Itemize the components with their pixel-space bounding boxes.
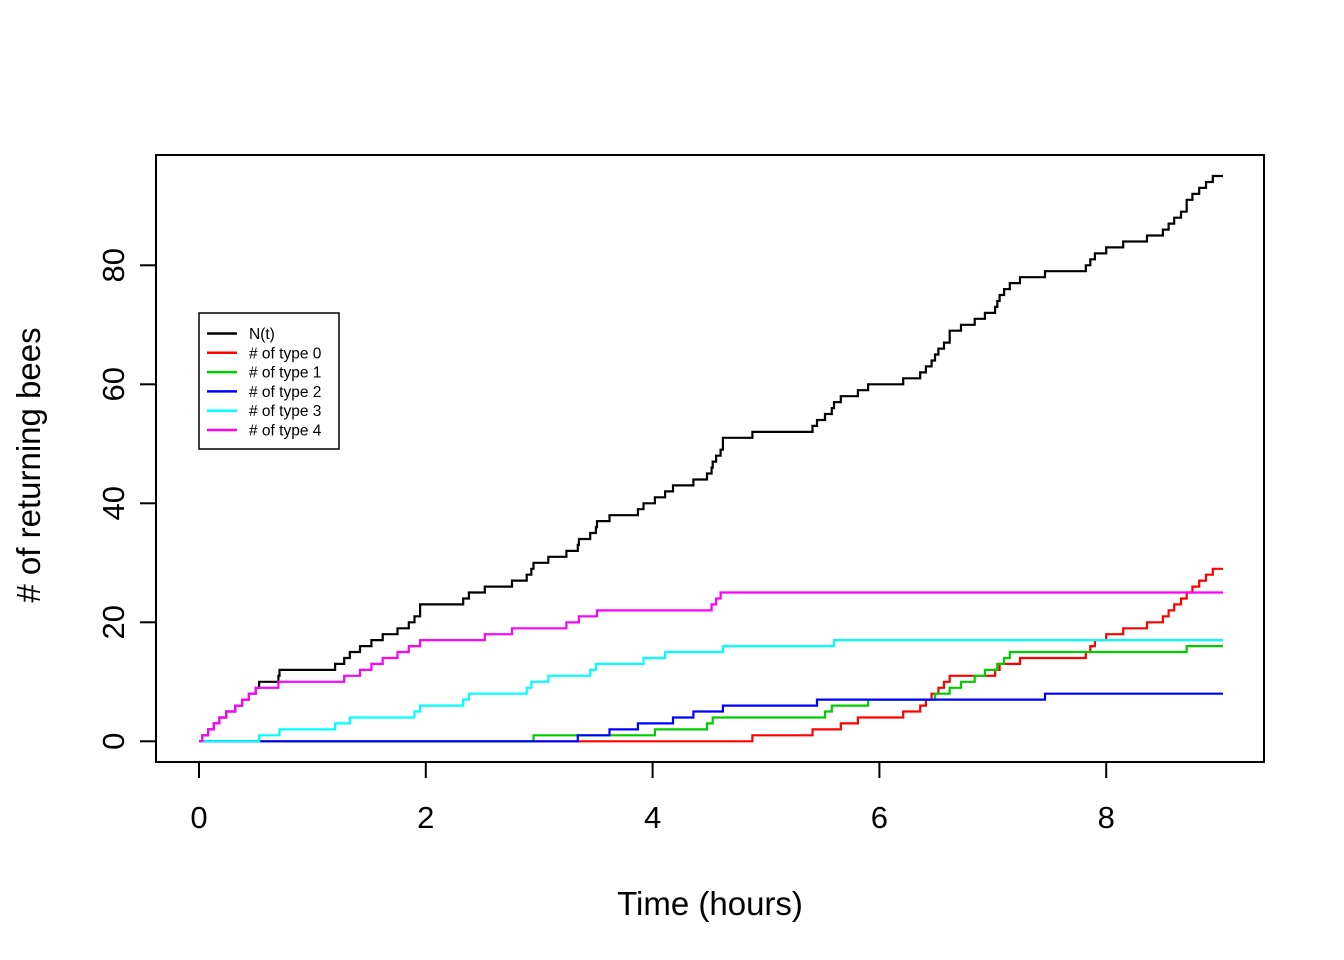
x-tick-label: 8: [1098, 800, 1115, 835]
y-tick-label: 80: [96, 248, 131, 282]
legend-label-of-type-4: # of type 4: [249, 423, 322, 440]
x-tick-labels: 0 2 4 6 8: [190, 800, 1114, 835]
plot-box: [155, 154, 1265, 763]
series-line-of-type-0: [199, 567, 1223, 743]
x-tick-label: 4: [644, 800, 661, 835]
legend-label-n-t: N(t): [249, 326, 275, 343]
legend-label-of-type-0: # of type 0: [249, 345, 322, 362]
y-tick-labels: 0 20 40 60 80: [96, 248, 131, 750]
axes: [140, 154, 1265, 778]
series-line-of-type-4: [199, 591, 1223, 743]
legend-box: [198, 312, 340, 450]
series-lines: [199, 174, 1223, 743]
y-tick-label: 0: [96, 733, 131, 750]
x-tick-label: 2: [417, 800, 434, 835]
y-tick-label: 60: [96, 367, 131, 401]
series-line-of-type-2: [199, 692, 1223, 743]
legend: N(t) # of type 0 # of type 1 # of type 2 # o…: [198, 312, 340, 450]
x-axis-title: Time (hours): [617, 885, 803, 922]
y-tick-label: 20: [96, 605, 131, 639]
x-tick-label: 6: [871, 800, 888, 835]
y-tick-label: 40: [96, 486, 131, 520]
legend-label-of-type-1: # of type 1: [249, 365, 321, 382]
series-line-of-type-3: [199, 639, 1223, 743]
y-axis-title: # of returning bees: [10, 327, 47, 602]
legend-label-of-type-3: # of type 3: [249, 403, 321, 420]
series-line-of-type-1: [199, 645, 1223, 743]
series-line-n-t: [199, 174, 1223, 743]
legend-label-of-type-2: # of type 2: [249, 384, 321, 401]
x-tick-label: 0: [190, 800, 207, 835]
